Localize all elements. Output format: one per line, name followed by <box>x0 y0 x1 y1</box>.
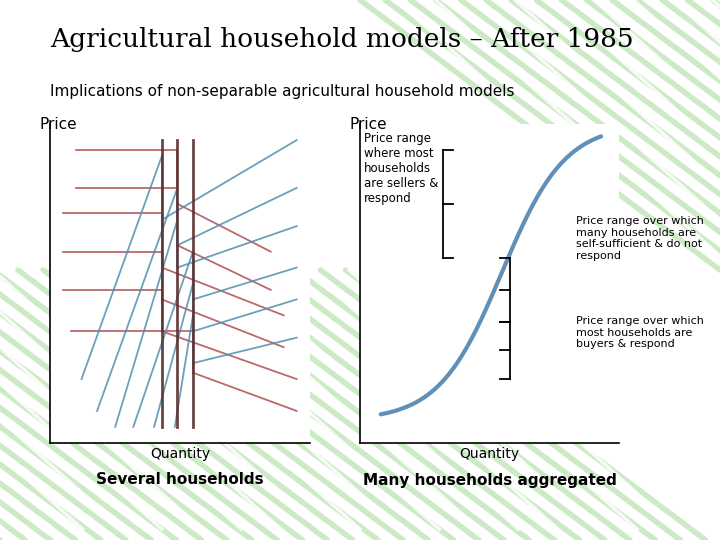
Text: Price range over which
many households are
self-sufficient & do not
respond: Price range over which many households a… <box>576 216 704 261</box>
Text: Many households aggregated: Many households aggregated <box>363 472 616 488</box>
Text: Price range over which
most households are
buyers & respond: Price range over which most households a… <box>576 316 704 349</box>
Text: Several households: Several households <box>96 472 264 488</box>
X-axis label: Quantity: Quantity <box>459 447 520 461</box>
X-axis label: Quantity: Quantity <box>150 447 210 461</box>
Text: Price: Price <box>349 117 387 132</box>
Text: Agricultural household models – After 1985: Agricultural household models – After 19… <box>50 27 634 52</box>
Text: Price: Price <box>40 117 77 132</box>
Text: Price range
where most
households
are sellers &
respond: Price range where most households are se… <box>364 132 438 205</box>
Text: Implications of non-separable agricultural household models: Implications of non-separable agricultur… <box>50 84 515 99</box>
